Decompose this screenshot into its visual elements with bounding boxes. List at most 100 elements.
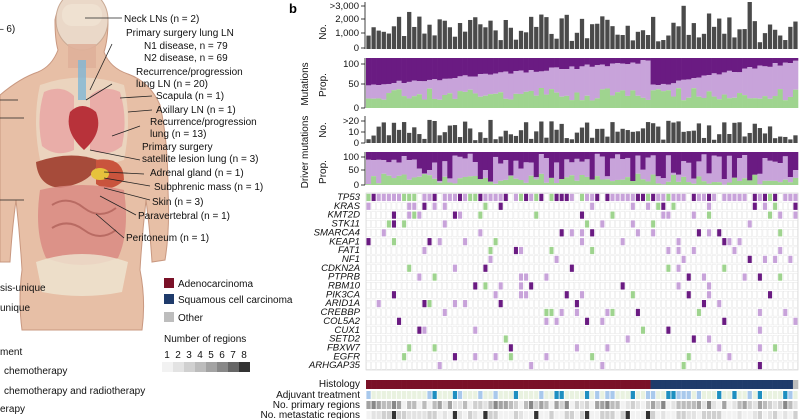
heatmap-cell-empty [381,344,387,352]
mutation-subclonal-segment [716,74,723,100]
mutation-count-bar [564,14,569,49]
heatmap-cell-empty [752,326,758,334]
mutation-subclonal-segment [655,85,662,90]
heatmap-cell-mutated [701,300,707,308]
driver-private-segment [625,177,631,185]
heatmap-cell-empty [569,220,575,228]
heatmap-cell-empty [681,352,686,361]
heatmap-cell-empty [793,290,798,299]
callout-label: Adrenal gland (n = 1) [150,168,244,179]
heatmap-cell-empty [457,264,463,273]
regions-cell [747,411,752,419]
regions-cell [661,401,666,409]
heatmap-cell-empty [635,299,641,308]
driver-subclonal-segment [493,156,499,184]
heatmap-cell-mutated [666,246,671,255]
heatmap-cell-empty [442,344,448,352]
heatmap-cell-empty [528,246,534,255]
heatmap-cell-mutated [595,193,600,202]
heatmap-cell-mutated [727,238,732,246]
driver-private-segment [640,179,646,185]
heatmap-cell-empty [793,326,798,334]
heatmap-cell-mutated [722,264,727,272]
heatmap-cell-empty [544,211,549,219]
heatmap-cell-mutated [524,291,529,299]
driver-subclonal-segment [599,156,606,180]
heatmap-cell-empty [772,299,778,308]
mutation-count-bar [579,18,585,49]
regions-cell [544,401,549,409]
heatmap-cell-empty [473,211,478,219]
heatmap-cell-empty [625,264,630,273]
mutation-clonal-segment [696,58,702,78]
heatmap-cell-empty [716,273,722,281]
mutation-clonal-segment [787,58,794,64]
heatmap-cell-empty [483,326,488,334]
heatmap-cell-empty [655,255,661,264]
regions-cell [600,401,605,409]
heatmap-cell-empty [422,317,427,326]
heatmap-cell-empty [406,352,412,361]
heatmap-cell-empty [396,273,402,281]
heatmap-cell-empty [620,273,625,281]
histology-legend-label: Squamous cell carcinoma [178,295,293,306]
heatmap-cell-mutated [529,361,534,370]
heatmap-cell-mutated [478,211,483,219]
driver-clonal-segment [792,152,799,171]
mutation-subclonal-segment [498,72,504,93]
heatmap-cell-empty [630,211,636,219]
regions-cell [656,411,661,419]
mutation-private-segment [472,93,479,108]
heatmap-cell-mutated [381,193,386,202]
heatmap-cell-mutated [707,291,712,299]
heatmap-cell-empty [732,228,737,237]
regions-cell [712,411,717,419]
mutation-private-segment [376,98,382,108]
driver-count-bar [656,126,661,143]
regions-scale-swatch [228,362,239,372]
adjuvant-cell [493,391,498,399]
heatmap-cell-empty [727,308,732,317]
driver-count-bar [671,122,676,143]
heatmap-cell-empty [716,211,722,219]
heatmap-cell-mutated [391,220,396,228]
mutation-clonal-segment [467,58,474,77]
heatmap-cell-empty [691,352,697,361]
heatmap-cell-empty [737,317,742,326]
heatmap-cell-empty [666,282,671,290]
heatmap-cell-empty [376,220,381,228]
mutation-count-bar [427,24,432,49]
heatmap-cell-empty [544,193,549,202]
heatmap-cell-empty [727,326,732,334]
heatmap-cell-empty [427,246,432,255]
heatmap-cell-empty [584,273,590,281]
y-tick-label: 50 [348,79,359,90]
driver-subclonal-segment [696,161,702,177]
heatmap-cell-empty [412,246,417,255]
heatmap-cell-empty [381,361,387,370]
heatmap-cell-empty [732,290,737,299]
mutation-private-segment [737,93,743,108]
heatmap-cell-empty [671,290,676,299]
heatmap-cell-empty [676,335,681,343]
heatmap-cell-empty [666,255,671,264]
regions-cell [727,401,732,409]
heatmap-cell-empty [528,299,534,308]
heatmap-cell-empty [366,317,371,326]
heatmap-cell-empty [737,202,742,211]
heatmap-cell-empty [371,290,376,299]
mutation-clonal-segment [726,58,733,71]
adjuvant-cell [432,391,437,399]
driver-private-segment [635,173,641,185]
heatmap-cell-empty [762,282,768,290]
heatmap-cell-empty [676,317,681,326]
mutation-private-segment [528,90,535,108]
heatmap-cell-mutated [437,361,442,370]
heatmap-cell-empty [518,299,524,308]
heatmap-cell-empty [696,202,702,211]
heatmap-cell-mutated [407,193,412,202]
heatmap-cell-empty [691,282,697,290]
heatmap-cell-mutated [681,193,686,202]
annotation-row-label: No. primary regions [273,400,360,411]
